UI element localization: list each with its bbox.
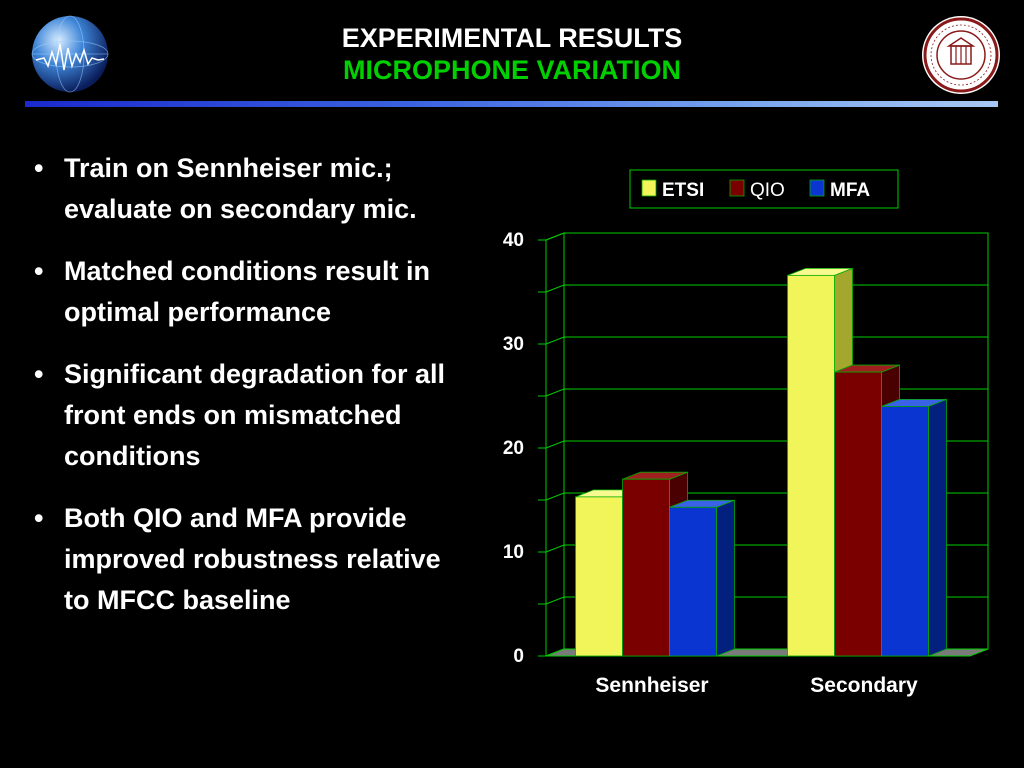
bar-front: [787, 274, 835, 657]
title-block: EXPERIMENTAL RESULTS MICROPHONE VARIATIO…: [0, 22, 1024, 86]
bullet-text: Matched conditions result in optimal per…: [64, 256, 431, 327]
slide-title: EXPERIMENTAL RESULTS: [341, 23, 683, 53]
legend: ETSI QIO MFA: [629, 169, 899, 209]
bullet-dot: •: [34, 503, 44, 533]
gridline: [538, 284, 988, 293]
legend-swatch: [729, 179, 745, 197]
legend-label: ETSI: [662, 180, 704, 201]
bar-etsi: [787, 267, 853, 657]
y-tick-label: 0: [513, 646, 524, 667]
bar-front: [881, 405, 929, 657]
bullet-item: • Significant degradation for all front e…: [30, 354, 470, 477]
gridline: [538, 440, 988, 449]
bar-chart: 0 10 20 30 40 Sennheiser Secondary ETSI QIO MFA: [503, 169, 989, 697]
bullet-text: Train on Sennheiser mic.; evaluate on se…: [64, 153, 417, 224]
y-tick-label: 40: [503, 230, 524, 251]
bar-front: [669, 506, 717, 657]
gridline: [538, 232, 988, 241]
bullet-text: Both QIO and MFA provide improved robust…: [64, 503, 441, 615]
title-divider: [25, 101, 998, 107]
x-tick-label: Sennheiser: [595, 674, 708, 697]
globe-waveform-icon: [30, 14, 110, 94]
legend-swatch: [641, 179, 657, 197]
gridline: [538, 388, 988, 397]
y-tick-label: 10: [503, 542, 524, 563]
x-tick-label: Secondary: [810, 674, 918, 697]
bar-side: [928, 398, 947, 657]
bullet-item: • Matched conditions result in optimal pe…: [30, 251, 470, 333]
bar-front: [622, 478, 670, 657]
gridline: [538, 492, 988, 501]
gridline: [538, 336, 988, 345]
bar-mfa: [881, 398, 947, 657]
bar-front: [575, 496, 623, 657]
bullet-dot: •: [34, 256, 44, 286]
legend-label: QIO: [750, 180, 785, 201]
bar-side: [716, 499, 735, 657]
legend-box: [629, 169, 899, 209]
bar-front: [834, 371, 882, 657]
bar-mfa: [669, 499, 735, 657]
gridline: [538, 544, 988, 553]
y-tick-label: 30: [503, 334, 524, 355]
bullet-list: • Train on Sennheiser mic.; evaluate on s…: [30, 148, 470, 642]
bullet-item: • Train on Sennheiser mic.; evaluate on s…: [30, 148, 470, 230]
bullet-dot: •: [34, 359, 44, 389]
bullet-item: • Both QIO and MFA provide improved robus…: [30, 498, 470, 621]
legend-label: MFA: [830, 180, 870, 201]
bullet-dot: •: [34, 153, 44, 183]
bullet-text: Significant degradation for all front en…: [64, 359, 446, 471]
legend-swatch: [809, 179, 825, 197]
slide-subtitle: MICROPHONE VARIATION: [342, 55, 681, 85]
gridline: [538, 596, 988, 605]
university-seal-icon: [920, 14, 1002, 96]
y-tick-label: 20: [503, 438, 524, 459]
